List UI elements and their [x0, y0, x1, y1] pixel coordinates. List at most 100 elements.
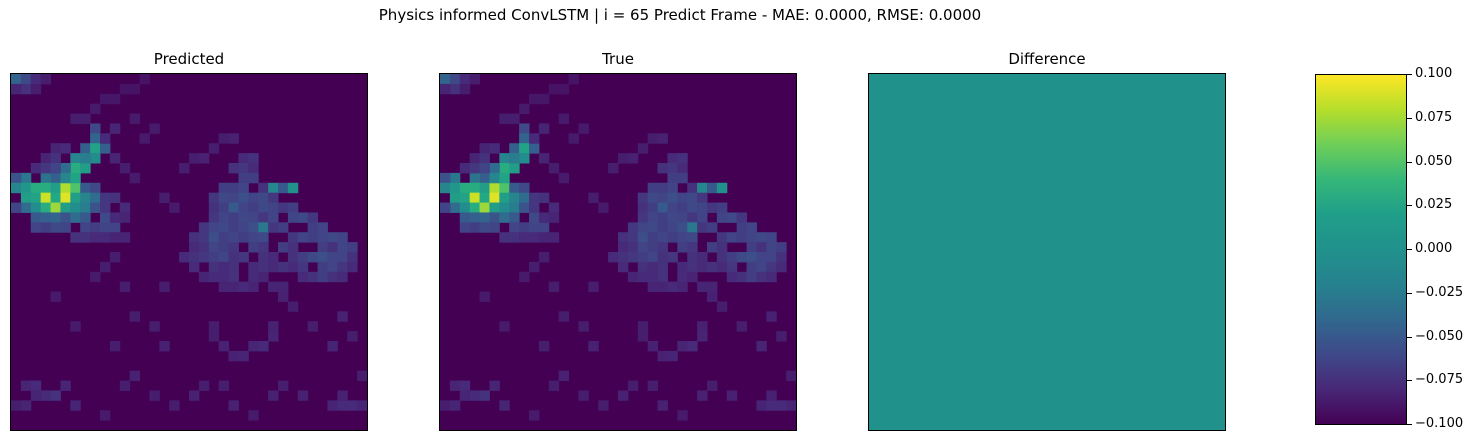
true-cell: [677, 163, 688, 174]
true-cell: [756, 252, 767, 263]
predicted-cell: [70, 153, 81, 164]
true-cell: [469, 182, 481, 194]
predicted-cell: [189, 261, 200, 273]
true-cell: [548, 212, 560, 223]
difference-field: [869, 74, 1225, 430]
predicted-cell: [327, 242, 338, 253]
predicted-cell: [238, 163, 249, 174]
predicted-cell: [248, 242, 259, 253]
true-cell: [667, 172, 678, 184]
true-cell: [657, 350, 668, 362]
true-cell: [588, 281, 599, 293]
predicted-cell: [218, 232, 230, 243]
true-cell: [489, 212, 500, 223]
true-cell: [440, 400, 451, 411]
predicted-cell: [228, 182, 239, 194]
true-cell: [746, 252, 757, 263]
predicted-heatmap: [10, 73, 368, 431]
true-cell: [687, 212, 698, 223]
predicted-cell: [40, 74, 52, 85]
predicted-cell: [337, 242, 348, 253]
true-cell: [667, 182, 678, 194]
true-cell: [657, 212, 668, 223]
predicted-cell: [30, 222, 42, 233]
true-cell: [627, 232, 639, 243]
true-cell: [618, 232, 629, 243]
true-cell: [509, 202, 520, 213]
predicted-cell: [307, 212, 319, 223]
true-cell: [499, 172, 510, 184]
predicted-cell: [11, 182, 22, 194]
true-cell: [519, 202, 530, 213]
true-cell: [687, 232, 698, 243]
true-cell: [578, 321, 589, 332]
true-cell: [697, 390, 708, 401]
predicted-cell: [30, 390, 42, 401]
true-cell: [558, 311, 570, 322]
true-cell: [677, 153, 688, 164]
predicted-cell: [198, 222, 210, 233]
predicted-cell: [228, 232, 239, 243]
predicted-cell: [218, 261, 230, 273]
colorbar-tick-label: 0.050: [1415, 153, 1453, 169]
true-cell: [637, 321, 649, 332]
true-cell: [637, 242, 649, 253]
predicted-cell: [208, 252, 220, 263]
predicted-cell: [30, 212, 42, 223]
true-cell: [647, 133, 659, 144]
true-cell: [637, 143, 649, 154]
true-cell: [637, 212, 649, 223]
predicted-cell: [70, 163, 81, 174]
true-cell: [499, 163, 510, 174]
colorbar-tick-label: 0.000: [1415, 241, 1453, 256]
true-cell: [697, 202, 708, 213]
predicted-cell: [109, 222, 121, 233]
predicted-cell: [198, 232, 210, 243]
true-cell: [677, 212, 688, 223]
true-cell: [687, 202, 698, 213]
true-cell: [489, 163, 500, 174]
true-cell: [746, 261, 757, 273]
predicted-cell: [278, 202, 289, 213]
predicted-cell: [218, 341, 230, 352]
predicted-cell: [208, 232, 220, 243]
true-cell: [459, 202, 471, 213]
predicted-cell: [80, 222, 91, 233]
predicted-cell: [11, 172, 22, 184]
true-cell: [449, 202, 461, 213]
true-cell: [677, 261, 688, 273]
predicted-cell: [80, 202, 91, 213]
true-cell: [449, 172, 461, 184]
true-cell: [509, 113, 520, 124]
true-cell: [716, 182, 728, 194]
predicted-cell: [20, 172, 32, 184]
predicted-cell: [347, 261, 358, 273]
true-cell: [637, 261, 649, 273]
predicted-cell: [307, 252, 319, 263]
predicted-cell: [179, 163, 190, 174]
true-cell: [677, 271, 688, 283]
predicted-cell: [90, 153, 101, 164]
predicted-cell: [248, 341, 259, 352]
predicted-cell: [278, 222, 289, 233]
predicted-cell: [248, 222, 259, 233]
predicted-cell: [159, 192, 170, 204]
predicted-cell: [268, 321, 279, 332]
true-cell: [707, 281, 718, 293]
predicted-cell: [218, 192, 230, 204]
true-cell: [766, 232, 777, 243]
predicted-cell: [248, 410, 259, 421]
true-cell: [469, 390, 481, 401]
true-cell: [568, 133, 579, 144]
predicted-cell: [337, 261, 348, 273]
predicted-cell: [238, 281, 249, 293]
true-cell: [529, 232, 540, 243]
colorbar-tick-label: −0.075: [1415, 372, 1464, 388]
predicted-cell: [90, 192, 101, 204]
true-cell: [736, 271, 748, 283]
colorbar-tick-label: 0.075: [1415, 109, 1453, 125]
true-cell: [449, 400, 461, 411]
true-cell: [736, 212, 748, 223]
true-cell: [726, 252, 738, 263]
predicted-cell: [100, 93, 111, 105]
